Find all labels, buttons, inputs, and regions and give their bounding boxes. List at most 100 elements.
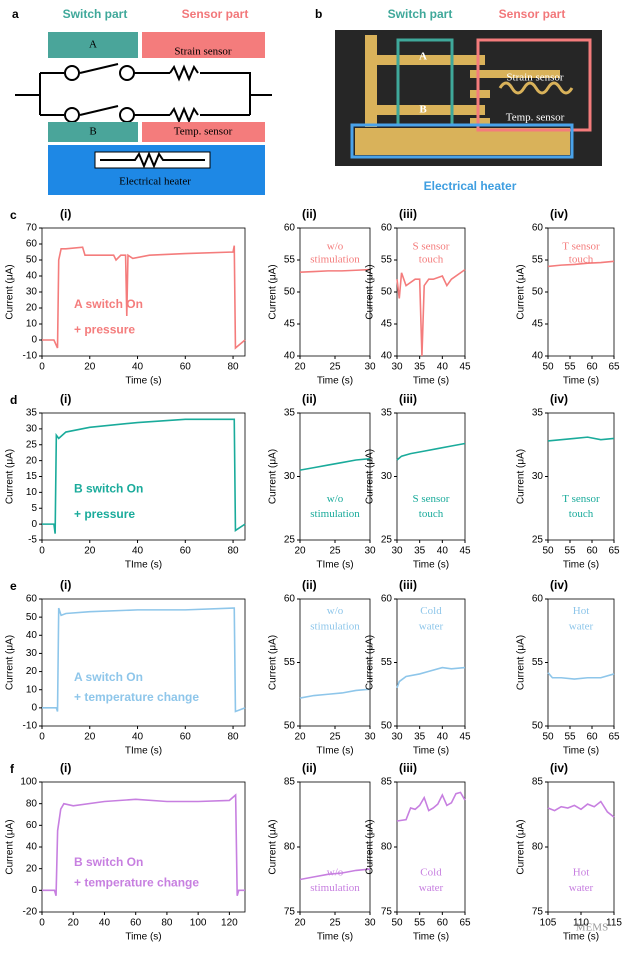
annotation: water <box>569 620 594 632</box>
device-pads <box>355 35 570 155</box>
y-tick-label: 5 <box>31 503 37 514</box>
x-tick-label: 65 <box>608 362 620 373</box>
x-tick-label: 115 <box>606 918 622 929</box>
data-line <box>299 868 371 881</box>
x-tick-label: 55 <box>564 732 576 743</box>
x-tick-label: 60 <box>586 732 598 743</box>
y-tick-label: 60 <box>381 594 393 605</box>
x-axis-label: Time (s) <box>125 932 161 943</box>
y-tick-label: 30 <box>26 287 38 298</box>
panel-label: a <box>12 7 19 21</box>
y-tick-label: 80 <box>26 798 38 809</box>
x-tick-label: 60 <box>130 918 142 929</box>
x-tick-label: 80 <box>227 362 239 373</box>
y-tick-label: 35 <box>532 408 544 419</box>
data-line <box>396 791 466 822</box>
y-tick-label: 45 <box>532 319 544 330</box>
y-tick-label: 0 <box>31 702 37 713</box>
plot-frame <box>547 412 615 541</box>
panel-label: (i) <box>60 578 71 592</box>
x-tick-label: 65 <box>459 918 471 929</box>
y-tick-label: 30 <box>381 471 393 482</box>
y-tick-label: 50 <box>26 255 38 266</box>
annotation: B switch On <box>74 855 143 869</box>
annotation: S sensor <box>413 241 450 253</box>
heater-resistor <box>100 151 205 169</box>
y-tick-label: 85 <box>381 777 393 788</box>
x-tick-label: 40 <box>132 362 144 373</box>
y-tick-label: 20 <box>26 303 38 314</box>
annotation: Cold <box>420 605 442 617</box>
y-tick-label: 70 <box>26 223 38 234</box>
x-tick-label: 20 <box>84 732 96 743</box>
x-tick-label: 0 <box>39 546 45 557</box>
annotation: Hot <box>573 605 590 617</box>
strain-sensor: Strain sensor <box>506 72 563 84</box>
y-tick-label: 15 <box>26 471 38 482</box>
y-tick-label: 60 <box>284 594 296 605</box>
panel-label: (iii) <box>399 392 417 406</box>
data-line <box>42 607 246 713</box>
x-axis-label: Time (s) <box>317 376 353 387</box>
y-tick-label: 40 <box>284 351 296 362</box>
x-tick-label: 25 <box>329 362 341 373</box>
row-label: f <box>10 762 15 776</box>
x-tick-label: 50 <box>542 362 554 373</box>
y-axis-label: Current (μA) <box>5 635 16 690</box>
x-axis-label: Time (s) <box>413 746 449 757</box>
x-axis-label: Time (s) <box>125 376 161 387</box>
annotation: T sensor <box>562 241 600 253</box>
y-axis-label: Current (μA) <box>268 819 279 874</box>
x-axis-label: TIme (s) <box>125 560 162 571</box>
x-tick-label: 30 <box>391 732 403 743</box>
heater: Electrical heater <box>424 179 517 193</box>
plot-frame <box>299 598 371 727</box>
y-tick-label: 80 <box>532 842 544 853</box>
x-tick-label: 65 <box>608 546 620 557</box>
temp-sensor: Temp. sensor <box>174 126 233 138</box>
x-tick-label: 20 <box>68 918 80 929</box>
panel-label: (iii) <box>399 761 417 775</box>
strain-sensor: Strain sensor <box>174 46 231 58</box>
circuit <box>15 63 272 124</box>
data-line <box>396 268 466 357</box>
annotation: touch <box>419 508 444 520</box>
y-tick-label: 45 <box>284 319 296 330</box>
heater: Electrical heater <box>119 176 191 188</box>
x-axis-label: TIme (s) <box>316 746 353 757</box>
annotation: + temperature change <box>74 690 199 704</box>
x-tick-label: 20 <box>84 362 96 373</box>
data-line <box>42 418 246 534</box>
x-axis-label: TIme (s) <box>316 560 353 571</box>
y-tick-label: 55 <box>284 657 296 668</box>
y-tick-label: 75 <box>284 907 296 918</box>
x-tick-label: 110 <box>573 918 589 929</box>
temp-sensor: Temp. sensor <box>506 112 565 124</box>
y-axis-label: Current (μA) <box>516 819 527 874</box>
y-axis-label: Current (μA) <box>365 264 376 319</box>
y-axis-label: Current (μA) <box>5 819 16 874</box>
x-tick-label: 65 <box>608 732 620 743</box>
y-tick-label: -5 <box>28 535 37 546</box>
panel-label: b <box>315 7 322 21</box>
x-tick-label: 25 <box>329 732 341 743</box>
annotation: Hot <box>573 867 590 879</box>
panel-label: (ii) <box>302 578 317 592</box>
y-axis-label: Current (μA) <box>268 449 279 504</box>
y-tick-label: 55 <box>532 657 544 668</box>
annotation: w/o <box>327 605 344 617</box>
y-tick-label: 40 <box>532 351 544 362</box>
x-tick-label: 20 <box>294 732 306 743</box>
panel-label: (iii) <box>399 578 417 592</box>
x-tick-label: 80 <box>161 918 173 929</box>
x-tick-label: 40 <box>437 362 449 373</box>
x-tick-label: 25 <box>329 918 341 929</box>
x-tick-label: 55 <box>564 362 576 373</box>
y-tick-label: 10 <box>26 487 38 498</box>
x-tick-label: 120 <box>221 918 238 929</box>
y-tick-label: 45 <box>381 319 393 330</box>
y-tick-label: 50 <box>284 721 296 732</box>
plot-frame <box>396 412 466 541</box>
y-tick-label: 80 <box>381 842 393 853</box>
plot-frame <box>41 598 246 727</box>
